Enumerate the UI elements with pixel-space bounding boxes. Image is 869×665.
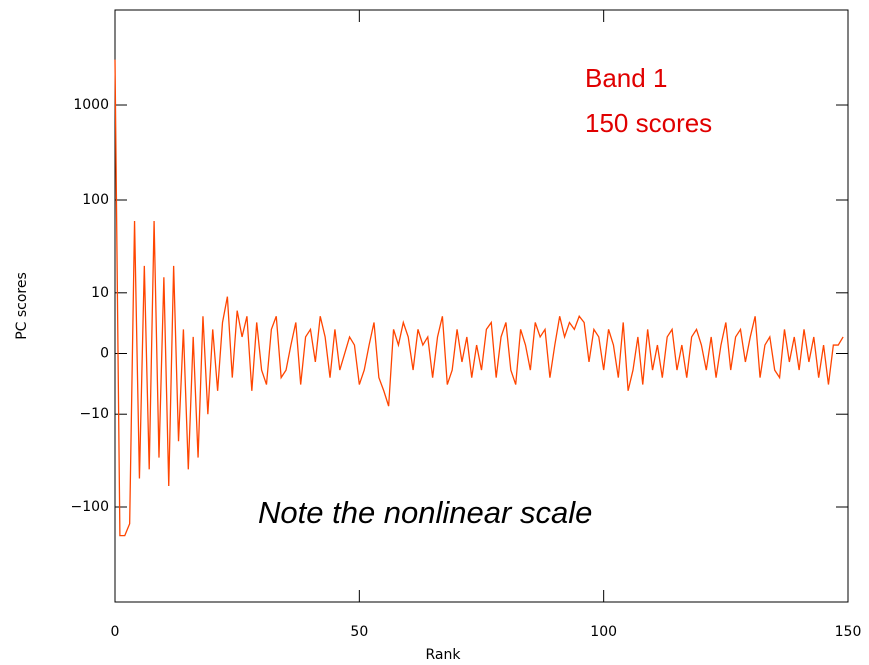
x-tick-label: 150 — [835, 624, 862, 640]
y-tick-label: −100 — [71, 499, 109, 515]
x-axis-label: Rank — [426, 647, 462, 663]
y-tick-label: 10 — [91, 285, 109, 301]
y-tick-label: 100 — [82, 192, 109, 208]
annotation: 150 scores — [585, 108, 712, 138]
x-tick-label: 0 — [111, 624, 120, 640]
y-axis-label: PC scores — [14, 272, 30, 340]
y-tick-label: 1000 — [73, 97, 109, 113]
annotation: Band 1 — [585, 63, 667, 93]
x-tick-label: 100 — [590, 624, 617, 640]
y-tick-label: −10 — [79, 406, 109, 422]
y-tick-label: 0 — [100, 346, 109, 362]
data-line — [114, 59, 844, 537]
annotation: Note the nonlinear scale — [258, 495, 592, 530]
plot-frame — [114, 9, 849, 603]
x-tick-label: 50 — [350, 624, 368, 640]
